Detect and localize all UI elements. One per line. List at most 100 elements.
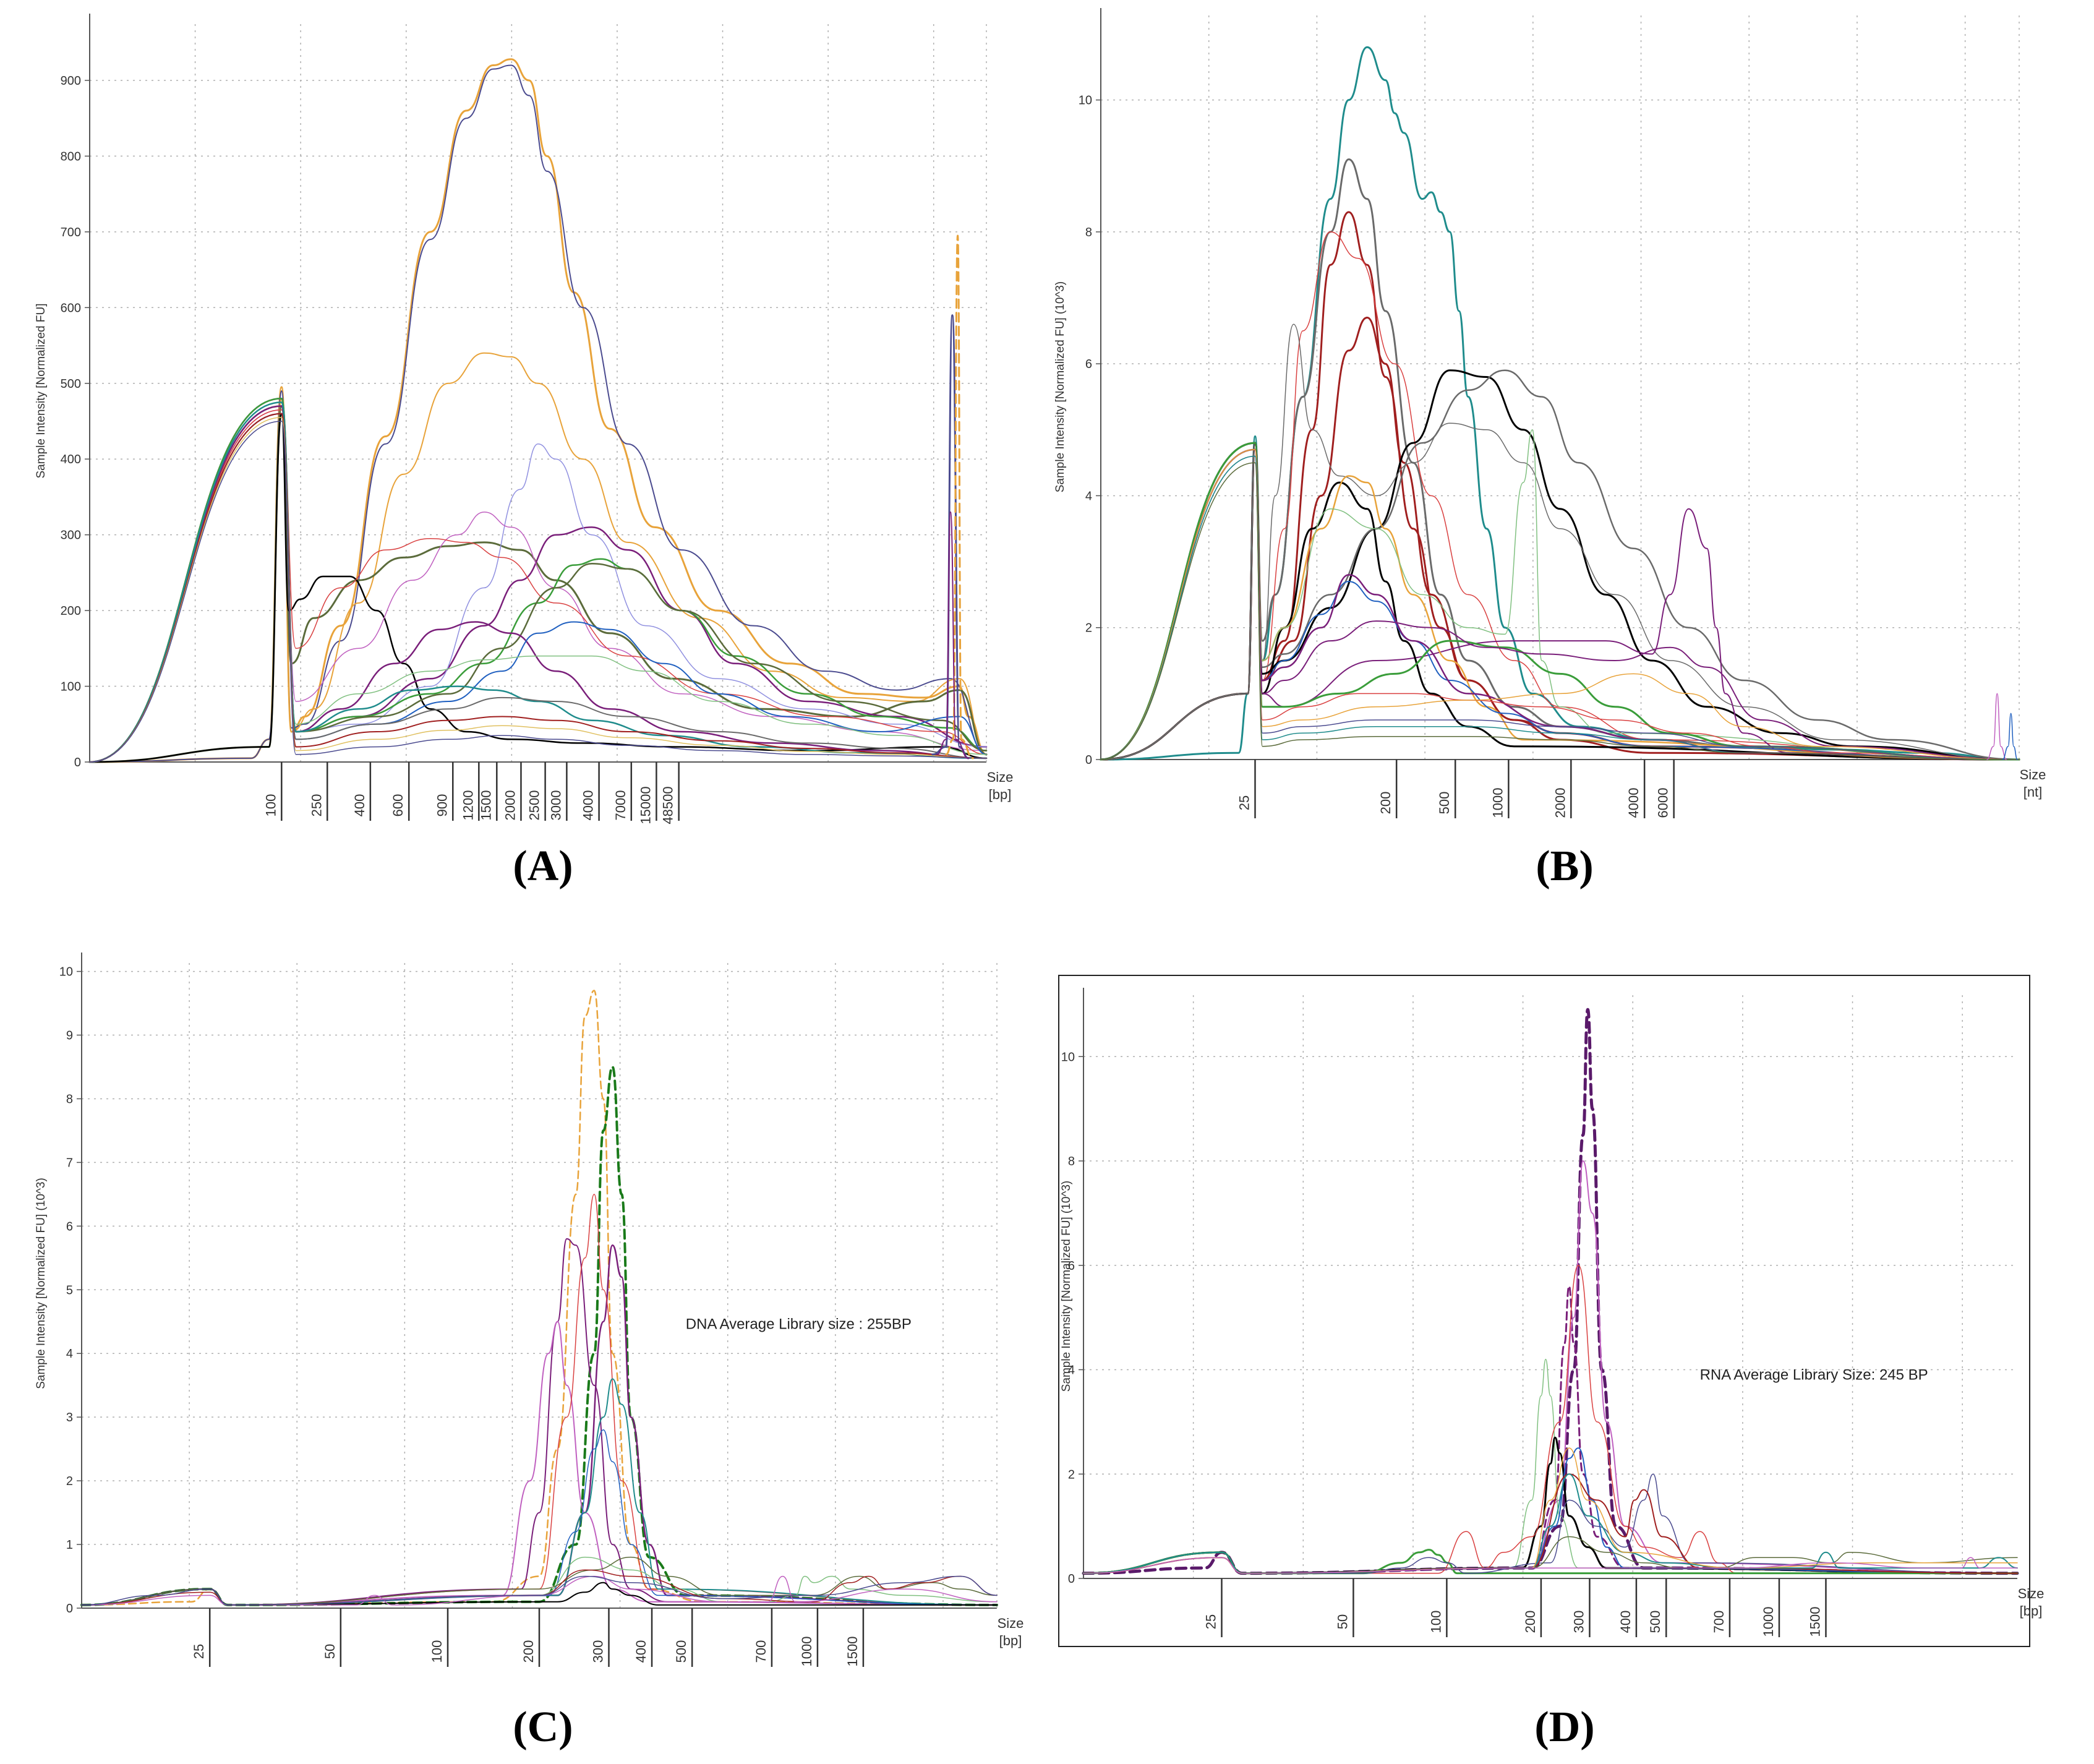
panel-c-ytick-label-6: 6 xyxy=(66,1220,73,1233)
panel-c-ytick-label-2: 2 xyxy=(66,1475,73,1488)
panel-a-series-sample-19 xyxy=(89,421,987,763)
panel-a-xtick-label-10: 4000 xyxy=(581,790,596,821)
panel-d-xtick-label-8: 1000 xyxy=(1761,1607,1776,1637)
panel-d-caption-letter: D xyxy=(1549,1703,1581,1751)
panel-a-labels: 0 100 200 300 400 500 600 700 800 900 Sample Inten… xyxy=(35,74,1013,824)
panel-d-xtick-label-1: 50 xyxy=(1335,1614,1350,1629)
panel-c-annotation: DNA Average Library size : 255BP xyxy=(686,1316,912,1333)
panel-c-xtick-label-1: 50 xyxy=(322,1644,338,1659)
panel-d-ylabel: Sample Intensity [Normalized FU] (10^3) xyxy=(1060,1181,1073,1392)
panel-b-series-sample-15 xyxy=(1100,442,2020,761)
panel-b-series-sample-21 xyxy=(1100,462,2020,760)
panel-b-labels: 0 2 4 6 8 10 Sample Intensity [Normalized FU] … xyxy=(1054,94,2046,818)
panel-c-ytick-label-5: 5 xyxy=(66,1283,73,1297)
panel-b-ytick-label-1: 2 xyxy=(1085,622,1092,635)
panel-d-grid xyxy=(1083,994,2017,1578)
panel-c-caption-letter: C xyxy=(528,1703,559,1751)
panel-a-axes xyxy=(85,14,987,821)
panel-a-ytick-label-9: 900 xyxy=(61,74,81,88)
panel-c-xtick-label-0: 25 xyxy=(191,1644,207,1659)
panel-d-xtick-label-3: 200 xyxy=(1523,1611,1538,1633)
panel-c-series-sample-14 xyxy=(81,1575,998,1606)
panel-c-ylabel: Sample Intensity [Normalized FU] (10^3) xyxy=(35,1178,48,1389)
panel-b-xtick-label-0: 25 xyxy=(1236,795,1252,810)
panel-a-xtick-label-13: 48500 xyxy=(660,786,676,824)
panel-c-ytick-label-7: 7 xyxy=(66,1156,73,1170)
panel-b-series-sample-18 xyxy=(1100,449,2020,760)
panel-a-ytick-label-1: 100 xyxy=(61,680,81,694)
panel-b-ytick-label-0: 0 xyxy=(1085,753,1092,767)
panel-b-grid xyxy=(1101,14,2019,760)
panel-a-series-marker-upper-2 xyxy=(945,234,974,760)
panel-c: 0 1 2 3 4 5 6 7 8 9 10 Sample Intensity [Normalized… xyxy=(35,953,1023,1751)
panel-c-series xyxy=(80,990,998,1606)
panel-b-xtick-label-5: 4000 xyxy=(1626,788,1641,818)
panel-a-series-sample-17 xyxy=(89,413,987,763)
panel-c-xtick-label-3: 200 xyxy=(521,1640,536,1663)
panel-a-xtick-label-12: 15000 xyxy=(638,786,653,824)
panel-c-xtick-label-8: 1000 xyxy=(799,1637,814,1667)
panel-c-xlabel-line-0: Size xyxy=(998,1616,1024,1631)
panel-c-series-sample-2 xyxy=(80,1066,998,1606)
panel-b-ytick-label-3: 6 xyxy=(1085,358,1092,371)
panel-c-xtick-label-2: 100 xyxy=(429,1640,445,1663)
panel-d-axes xyxy=(1058,975,2030,1647)
panel-c-ytick-label-0: 0 xyxy=(66,1602,73,1616)
panel-a-grid xyxy=(90,20,986,762)
panel-b: 0 2 4 6 8 10 Sample Intensity [Normalized FU] … xyxy=(1054,8,2046,890)
panel-c-xtick-label-7: 700 xyxy=(753,1640,769,1663)
panel-a-ytick-label-2: 200 xyxy=(61,604,81,618)
panel-b-xlabel-line-0: Size xyxy=(2020,767,2046,782)
panel-d-xtick-label-9: 1500 xyxy=(1807,1607,1823,1637)
panel-c-ytick-label-9: 9 xyxy=(66,1029,73,1043)
panel-a-xlabel-line-0: Size xyxy=(987,769,1014,785)
panel-a-xtick-label-4: 900 xyxy=(434,794,450,817)
panel-c-xtick-label-4: 300 xyxy=(590,1640,605,1663)
panel-d-xtick-label-2: 100 xyxy=(1428,1611,1443,1633)
panel-d-labels: 0 2 4 6 8 10 Sample Intensity [Normalized FU] … xyxy=(1060,1050,2044,1637)
panel-c-labels: 0 1 2 3 4 5 6 7 8 9 10 Sample Intensity [Normalized… xyxy=(35,965,1023,1667)
panel-b-ylabel: Sample Intensity [Normalized FU] (10^3) xyxy=(1054,281,1067,493)
panel-d-xtick-label-0: 25 xyxy=(1203,1614,1218,1629)
panel-d: 0 2 4 6 8 10 Sample Intensity [Normalized FU] … xyxy=(1058,975,2044,1751)
panel-d-ytick-label-2: 4 xyxy=(1068,1364,1075,1377)
panel-b-series-sample-20 xyxy=(1100,455,2020,760)
panel-d-xtick-label-4: 300 xyxy=(1571,1611,1586,1633)
panel-d-ytick-label-3: 6 xyxy=(1068,1259,1075,1273)
panel-a-caption-letter: A xyxy=(528,842,559,890)
panel-b-caption-letter: B xyxy=(1550,842,1579,890)
panel-d-ytick-label-1: 2 xyxy=(1068,1468,1075,1481)
panel-d-frame xyxy=(1058,975,2030,1647)
panel-a: 0 100 200 300 400 500 600 700 800 900 Sample Inten… xyxy=(35,14,1013,890)
panel-b-series-marker-upper-2 xyxy=(2002,713,2018,760)
panel-a-xtick-label-6: 1500 xyxy=(478,790,494,821)
panel-a-caption: (A) xyxy=(513,842,573,890)
panel-a-ytick-label-6: 600 xyxy=(61,301,81,315)
panel-c-ytick-label-4: 4 xyxy=(66,1347,73,1361)
panel-c-caption: (C) xyxy=(513,1703,573,1751)
panel-a-series-sample-5 xyxy=(88,413,988,763)
panel-a-xtick-label-2: 400 xyxy=(352,794,367,817)
panel-d-xlabel-line-0: Size xyxy=(2018,1586,2045,1601)
panel-a-xtick-label-8: 2500 xyxy=(527,790,542,821)
panel-a-series-sample-4 xyxy=(88,405,988,763)
panel-d-annotation: RNA Average Library Size: 245 BP xyxy=(1700,1367,1928,1384)
panel-b-xtick-label-4: 2000 xyxy=(1552,788,1568,818)
panel-d-xtick-label-5: 400 xyxy=(1618,1611,1633,1633)
panel-a-xtick-label-11: 7000 xyxy=(613,790,628,821)
panel-a-ylabel: Sample Intensity [Normalized FU] xyxy=(35,304,48,479)
panel-c-xtick-label-5: 400 xyxy=(633,1640,649,1663)
panel-d-xtick-label-7: 700 xyxy=(1711,1611,1727,1633)
panel-d-ytick-label-5: 10 xyxy=(1061,1050,1075,1064)
panel-c-xlabel-line-1: [bp] xyxy=(999,1633,1022,1648)
panel-c-xtick-label-9: 1500 xyxy=(845,1637,860,1667)
panel-b-xtick-label-6: 6000 xyxy=(1656,788,1671,818)
panel-b-caption: (B) xyxy=(1536,842,1593,890)
panel-a-ytick-label-7: 700 xyxy=(61,226,81,239)
panel-d-ytick-label-4: 8 xyxy=(1068,1155,1075,1168)
panel-b-ytick-label-5: 10 xyxy=(1079,94,1092,108)
panel-a-xtick-label-3: 600 xyxy=(390,794,406,817)
panel-b-xtick-label-1: 200 xyxy=(1378,792,1393,815)
panel-a-series-marker-upper-3 xyxy=(936,511,969,759)
